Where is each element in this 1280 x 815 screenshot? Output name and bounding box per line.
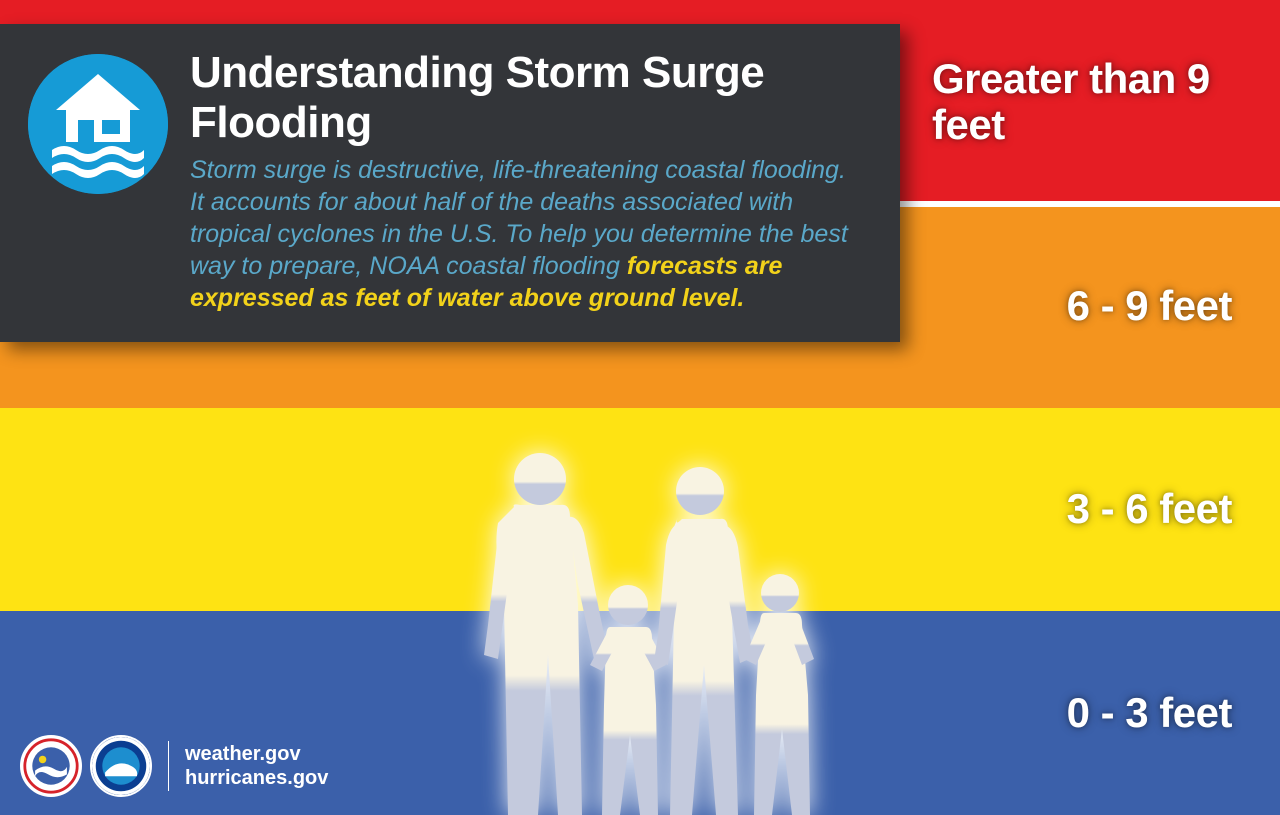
header-text-block: Understanding Storm Surge Flooding Storm…: [190, 48, 864, 314]
band-label: 6 - 9 feet: [1067, 283, 1232, 329]
band-label: Greater than 9 feet: [932, 56, 1232, 148]
footer: weather.gov hurricanes.gov: [20, 735, 328, 797]
footer-divider: [168, 741, 169, 791]
footer-links: weather.gov hurricanes.gov: [185, 742, 328, 790]
header-title: Understanding Storm Surge Flooding: [190, 48, 864, 148]
header-description: Storm surge is destructive, life-threate…: [190, 154, 864, 314]
nws-seal-icon: [20, 735, 82, 797]
footer-link-weather: weather.gov: [185, 742, 328, 766]
family-silhouette-icon: [430, 445, 850, 815]
noaa-seal-icon: [90, 735, 152, 797]
flood-house-icon: [28, 54, 168, 194]
footer-link-hurricanes: hurricanes.gov: [185, 766, 328, 790]
header-info-box: Understanding Storm Surge Flooding Storm…: [0, 24, 900, 342]
band-label: 0 - 3 feet: [1067, 690, 1232, 736]
band-label: 3 - 6 feet: [1067, 486, 1232, 532]
